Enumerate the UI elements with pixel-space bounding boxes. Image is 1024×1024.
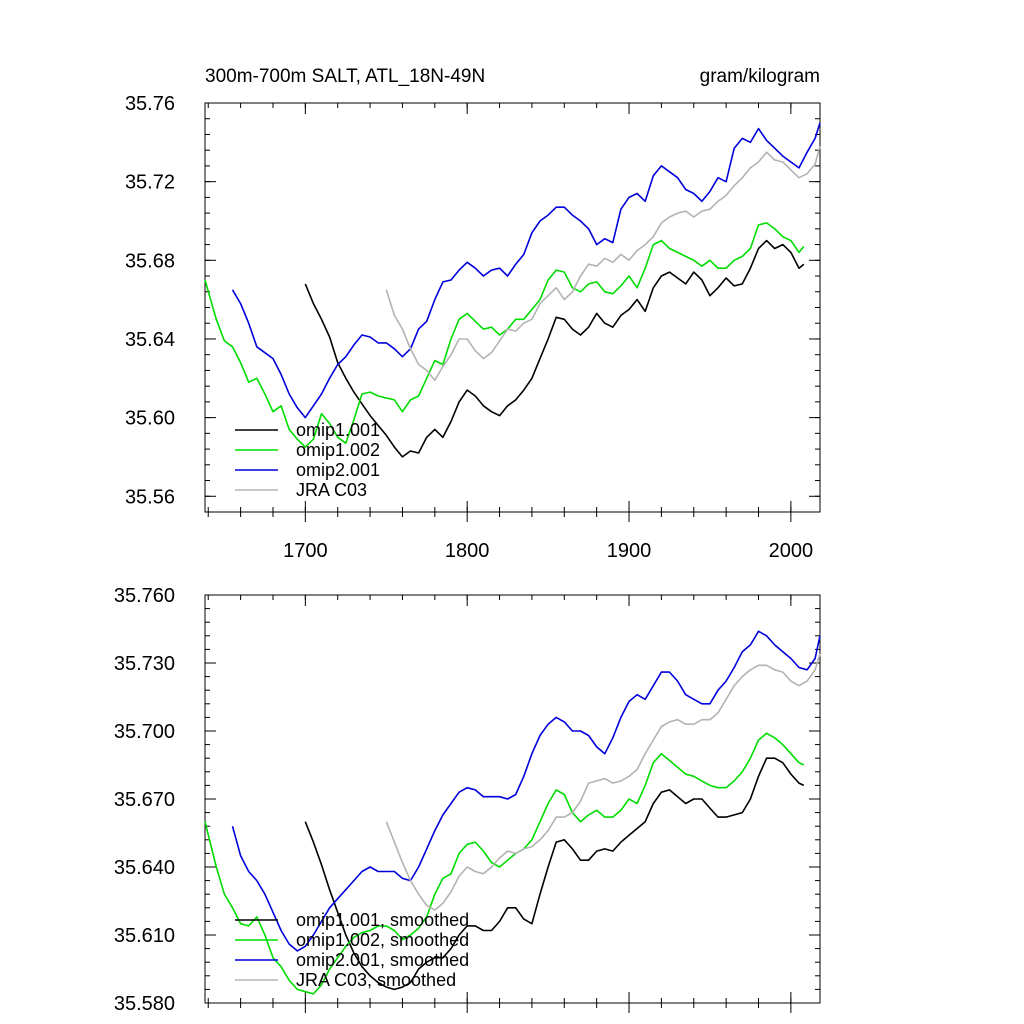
legend-label: omip1.002, smoothed [296,930,469,950]
y-tick-label: 35.730 [114,653,175,675]
legend-label: omip2.001 [296,460,380,480]
units-label: gram/kilogram [700,66,820,87]
legend-label: omip1.001 [296,420,380,440]
y-tick-label: 35.640 [114,857,175,879]
series-line-omip1-001 [304,239,805,458]
y-tick-label: 35.72 [125,172,175,194]
series-line-omip1-002-smoothed [204,732,805,995]
x-tick-label: 1800 [445,540,490,562]
y-tick-label: 35.60 [125,408,175,430]
y-tick-label: 35.580 [114,993,175,1015]
y-tick-label: 35.56 [125,486,175,508]
top-panel: 35.56 35.60 35.64 35.68 35.72 35.76 1700 1800 19… [125,66,821,562]
x-tick-label: 1900 [607,540,652,562]
series-line-jra-c03-smoothed [385,653,821,911]
legend-label: JRA C03 [296,480,367,500]
y-tick-label: 35.64 [125,329,175,351]
x-tick-label: 1700 [283,540,328,562]
y-tick-label: 35.760 [114,585,175,607]
series-line-omip1-001-smoothed [304,757,805,991]
y-tick-label: 35.68 [125,250,175,272]
legend-label: omip2.001, smoothed [296,950,469,970]
chart-title: 300m-700m SALT, ATL_18N-49N [205,66,485,87]
legend-label: omip1.002 [296,440,380,460]
series-line-jra-c03 [385,146,821,382]
x-tick-label: 2000 [769,540,814,562]
y-tick-label: 35.76 [125,93,175,115]
series-line-omip2-001-smoothed [231,630,821,952]
y-tick-label: 35.610 [114,925,175,947]
bottom-panel: 35.580 35.610 35.640 35.670 35.700 35.730 35.7… [114,585,821,1015]
y-tick-label: 35.670 [114,789,175,811]
y-tick-label: 35.700 [114,721,175,743]
series-line-omip2-001 [231,122,821,419]
legend-label: omip1.001, smoothed [296,910,469,930]
legend-label: JRA C03, smoothed [296,970,456,990]
